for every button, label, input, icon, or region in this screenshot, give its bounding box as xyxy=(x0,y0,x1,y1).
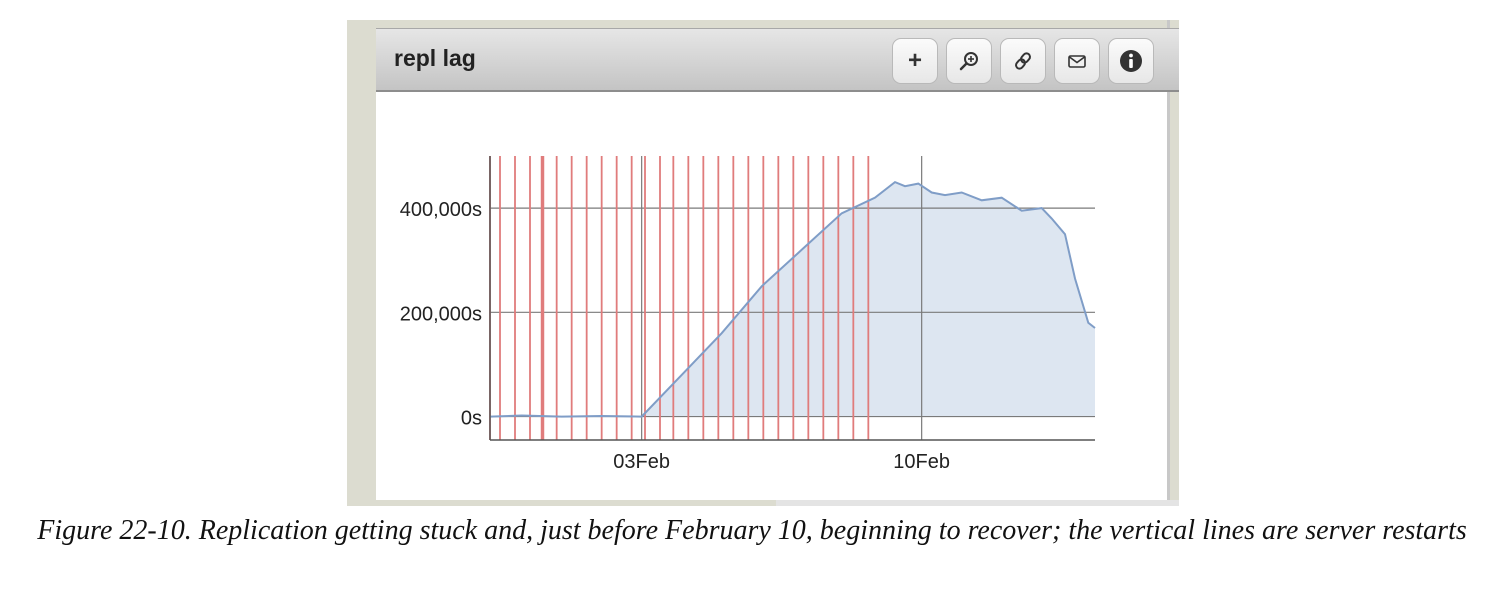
figure-caption: Figure 22-10. Replication getting stuck … xyxy=(37,515,1467,546)
y-tick-label: 200,000s xyxy=(400,303,482,325)
panel-title: repl lag xyxy=(394,45,476,71)
link-icon xyxy=(1015,52,1031,70)
mail-icon xyxy=(1068,55,1086,68)
info-button[interactable] xyxy=(1108,38,1154,84)
plus-icon: + xyxy=(907,47,922,74)
add-button[interactable]: + xyxy=(892,38,938,84)
link-button[interactable] xyxy=(1000,38,1046,84)
info-icon xyxy=(1120,50,1142,72)
panel-header: repl lag + xyxy=(376,28,1179,92)
y-tick-label: 400,000s xyxy=(400,199,482,221)
zoom-button[interactable] xyxy=(946,38,992,84)
lag-line xyxy=(489,180,1096,418)
panel-bottom-strip xyxy=(776,500,1179,506)
zoom-icon xyxy=(959,52,978,71)
y-tick-label: 0s xyxy=(461,408,482,430)
x-tick-label: 03Feb xyxy=(613,451,670,473)
email-button[interactable] xyxy=(1054,38,1100,84)
panel-divider xyxy=(1167,20,1170,506)
x-tick-label: 10Feb xyxy=(893,451,950,473)
